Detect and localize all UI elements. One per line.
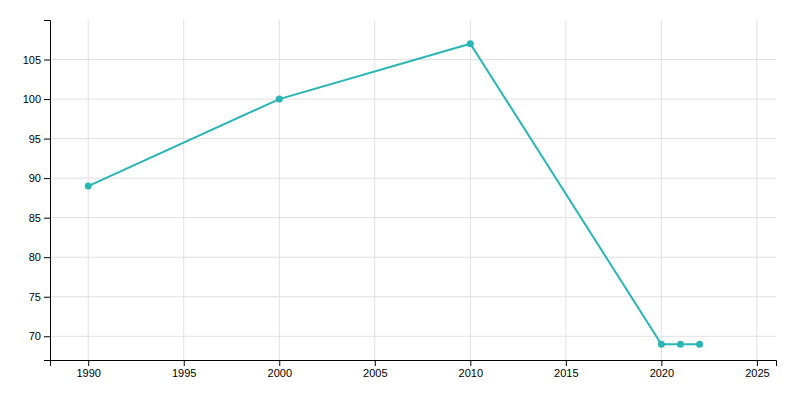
plot: 1990 1995 2000 2005 2010 2015 2020 2025 70 75 80 85… xyxy=(23,20,777,379)
x-tick: 2000 xyxy=(268,360,292,379)
y-tick: 95 xyxy=(29,133,50,145)
x-axis: 1990 1995 2000 2005 2010 2015 2020 2025 xyxy=(51,360,777,379)
point xyxy=(658,341,665,348)
chart: 1990 1995 2000 2005 2010 2015 2020 2025 70 75 80 85… xyxy=(0,0,800,400)
y-tick-label: 95 xyxy=(29,133,41,145)
grid-line-y xyxy=(50,217,776,218)
point xyxy=(696,341,703,348)
x-tick: 2020 xyxy=(650,360,674,379)
x-tick-label: 2020 xyxy=(650,367,674,379)
grid-line-y xyxy=(50,336,776,337)
y-tick-mark xyxy=(44,297,50,298)
grid-line-y xyxy=(50,296,776,297)
series xyxy=(85,40,703,347)
y-tick-mark xyxy=(44,139,50,140)
grid-line-y xyxy=(50,99,776,100)
grid-line-x xyxy=(88,20,89,360)
y-tick-label: 70 xyxy=(29,330,41,342)
point xyxy=(677,341,684,348)
point xyxy=(467,40,474,47)
x-axis-line xyxy=(51,361,777,367)
x-tick-mark xyxy=(566,360,567,366)
x-tick-mark xyxy=(757,360,758,366)
x-tick-label: 2025 xyxy=(745,367,769,379)
grid-line-y xyxy=(50,178,776,179)
y-tick-label: 100 xyxy=(23,93,41,105)
x-tick-mark xyxy=(88,360,89,366)
grid-line-y xyxy=(50,257,776,258)
y-tick-mark xyxy=(44,178,50,179)
grid-line-x xyxy=(565,20,566,360)
y-tick-mark xyxy=(44,218,50,219)
grid-line-x xyxy=(756,20,757,360)
grid-line-x xyxy=(470,20,471,360)
grid-line-x xyxy=(183,20,184,360)
y-tick: 70 xyxy=(29,330,50,342)
y-tick-mark xyxy=(44,257,50,258)
x-tick: 2015 xyxy=(554,360,578,379)
x-tick-label: 2005 xyxy=(363,367,387,379)
y-axis-line xyxy=(44,21,51,361)
y-tick-mark xyxy=(44,99,50,100)
y-tick-mark xyxy=(44,336,50,337)
grid xyxy=(50,20,776,360)
line xyxy=(88,44,699,344)
x-tick: 1995 xyxy=(172,360,196,379)
point xyxy=(276,96,283,103)
x-tick-mark xyxy=(279,360,280,366)
x-tick-label: 1990 xyxy=(76,367,100,379)
grid-line-x xyxy=(279,20,280,360)
x-tick-mark xyxy=(661,360,662,366)
x-tick-label: 1995 xyxy=(172,367,196,379)
grid-line-y xyxy=(50,138,776,139)
x-tick: 2010 xyxy=(459,360,483,379)
y-tick: 75 xyxy=(29,291,50,303)
point xyxy=(85,183,92,190)
y-tick-label: 75 xyxy=(29,291,41,303)
y-axis: 70 75 80 85 90 95 100 105 xyxy=(23,21,51,361)
x-tick-label: 2000 xyxy=(268,367,292,379)
y-tick: 100 xyxy=(23,93,50,105)
y-tick-mark xyxy=(44,60,50,61)
grid-line-x xyxy=(661,20,662,360)
y-tick-label: 85 xyxy=(29,212,41,224)
x-tick: 1990 xyxy=(76,360,100,379)
x-tick: 2025 xyxy=(745,360,769,379)
y-tick: 80 xyxy=(29,251,50,263)
y-tick-label: 80 xyxy=(29,251,41,263)
x-tick-mark xyxy=(470,360,471,366)
y-tick: 85 xyxy=(29,212,50,224)
x-tick-mark xyxy=(184,360,185,366)
y-tick: 105 xyxy=(23,54,50,66)
y-tick: 90 xyxy=(29,172,50,184)
x-tick-mark xyxy=(375,360,376,366)
y-tick-label: 105 xyxy=(23,54,41,66)
y-tick-label: 90 xyxy=(29,172,41,184)
x-tick: 2005 xyxy=(363,360,387,379)
x-tick-label: 2010 xyxy=(459,367,483,379)
x-tick-label: 2015 xyxy=(554,367,578,379)
